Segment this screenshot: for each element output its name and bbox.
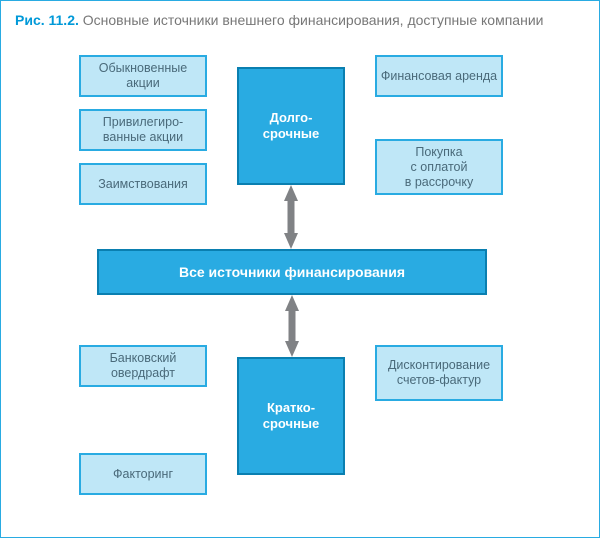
node-long-term: Долго-срочные bbox=[237, 67, 345, 185]
node-bank-overdraft: Банковский овердрафт bbox=[79, 345, 207, 387]
figure-number: Рис. 11.2. bbox=[15, 12, 79, 28]
node-short-term: Кратко-срочные bbox=[237, 357, 345, 475]
node-all-sources: Все источники финансирования bbox=[97, 249, 487, 295]
figure-caption: Основные источники внешнего финансирован… bbox=[83, 12, 544, 28]
node-factoring: Факторинг bbox=[79, 453, 207, 495]
figure-title: Рис. 11.2. Основные источники внешнего ф… bbox=[15, 11, 585, 29]
diagram-canvas: Обыкновенные акции Привилегиро-ванные ак… bbox=[15, 49, 585, 531]
node-borrowings: Заимствования bbox=[79, 163, 207, 205]
figure-frame: Рис. 11.2. Основные источники внешнего ф… bbox=[0, 0, 600, 538]
node-finance-lease: Финансовая аренда bbox=[375, 55, 503, 97]
node-common-shares: Обыкновенные акции bbox=[79, 55, 207, 97]
node-hire-purchase: Покупкас оплатойв рассрочку bbox=[375, 139, 503, 195]
node-preferred-shares: Привилегиро-ванные акции bbox=[79, 109, 207, 151]
node-invoice-discount: Дисконтирование счетов-фактур bbox=[375, 345, 503, 401]
